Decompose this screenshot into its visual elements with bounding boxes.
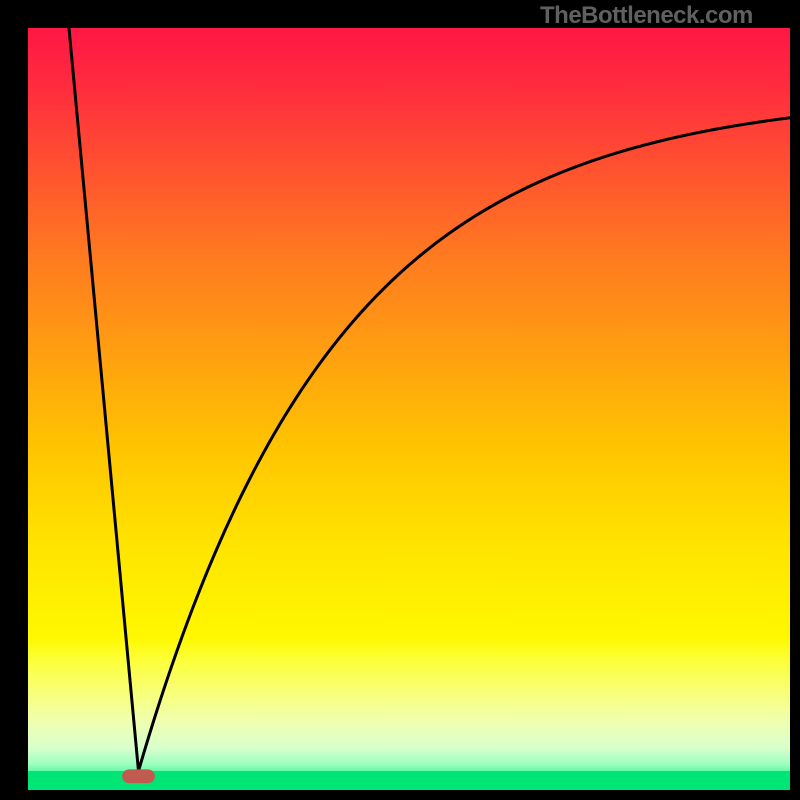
bottleneck-plot (28, 28, 790, 790)
minimum-marker (122, 769, 155, 783)
frame-left (0, 0, 28, 800)
watermark-text: TheBottleneck.com (540, 2, 753, 30)
gradient-background (28, 28, 790, 790)
plot-svg (28, 28, 790, 790)
frame-right (790, 0, 800, 800)
frame-bottom (0, 790, 800, 800)
